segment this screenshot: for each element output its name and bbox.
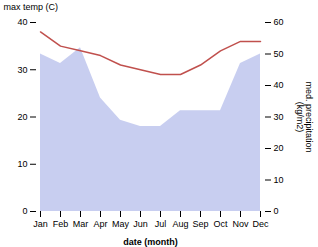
svg-text:Nov: Nov <box>232 219 249 229</box>
svg-text:40: 40 <box>17 17 27 27</box>
svg-text:Apr: Apr <box>93 219 107 229</box>
svg-text:40: 40 <box>274 80 284 90</box>
svg-text:20: 20 <box>274 143 284 153</box>
svg-text:20: 20 <box>17 112 27 122</box>
svg-text:Jun: Jun <box>133 219 148 229</box>
svg-text:Aug: Aug <box>172 219 188 229</box>
svg-text:Jan: Jan <box>33 219 48 229</box>
svg-text:Feb: Feb <box>53 219 69 229</box>
svg-text:0: 0 <box>274 206 279 216</box>
svg-text:Dec: Dec <box>252 219 269 229</box>
svg-text:10: 10 <box>274 175 284 185</box>
svg-text:Jul: Jul <box>155 219 167 229</box>
svg-text:Sep: Sep <box>192 219 208 229</box>
svg-text:max temp (C): max temp (C) <box>4 2 59 12</box>
svg-text:date (month): date (month) <box>123 237 178 247</box>
svg-text:med. precipitation(kg/m2): med. precipitation(kg/m2) <box>295 81 314 152</box>
svg-text:60: 60 <box>274 17 284 27</box>
svg-text:0: 0 <box>22 206 27 216</box>
svg-text:10: 10 <box>17 159 27 169</box>
svg-text:Oct: Oct <box>213 219 228 229</box>
svg-text:30: 30 <box>17 65 27 75</box>
svg-text:50: 50 <box>274 49 284 59</box>
svg-text:Mar: Mar <box>73 219 89 229</box>
svg-text:30: 30 <box>274 112 284 122</box>
svg-text:May: May <box>112 219 130 229</box>
